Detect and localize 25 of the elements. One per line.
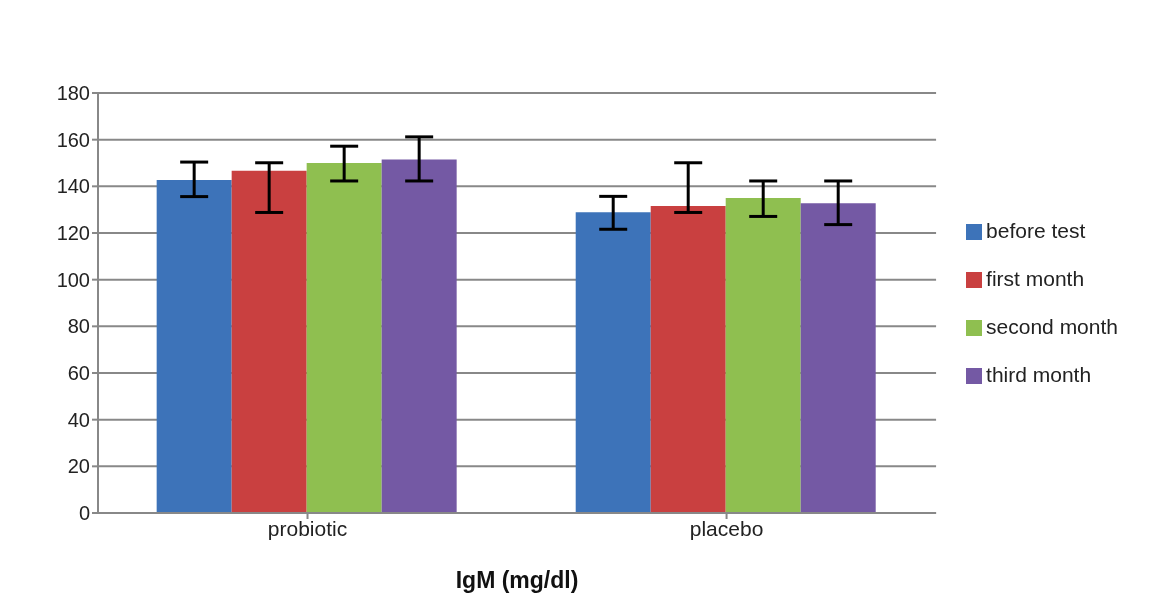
y-tick-label: 0 — [78, 502, 90, 525]
y-tick-label: 60 — [67, 362, 90, 385]
y-tick-label: 120 — [56, 222, 90, 245]
bar — [381, 159, 457, 513]
x-tick-label: probiotic — [267, 516, 348, 540]
y-tick-label: 140 — [56, 175, 90, 198]
bar — [725, 198, 801, 513]
x-axis-title: IgM (mg/dl) — [455, 567, 579, 593]
legend-label: third month — [986, 363, 1092, 386]
y-tick-label: 80 — [67, 315, 90, 338]
bar — [231, 170, 307, 513]
y-tick-label: 100 — [56, 268, 90, 291]
legend-label: before test — [986, 219, 1086, 242]
bar — [156, 180, 232, 513]
legend-label: first month — [986, 267, 1085, 290]
legend-label: second month — [986, 315, 1118, 338]
bar — [650, 205, 726, 513]
bar — [306, 163, 382, 513]
y-tick-label: 20 — [67, 455, 90, 478]
x-tick-label: placebo — [689, 516, 764, 540]
y-tick-label: 40 — [67, 408, 90, 431]
bar — [800, 203, 876, 513]
bar — [575, 212, 651, 513]
y-tick-label: 180 — [56, 82, 90, 105]
y-tick-label: 160 — [56, 128, 90, 151]
